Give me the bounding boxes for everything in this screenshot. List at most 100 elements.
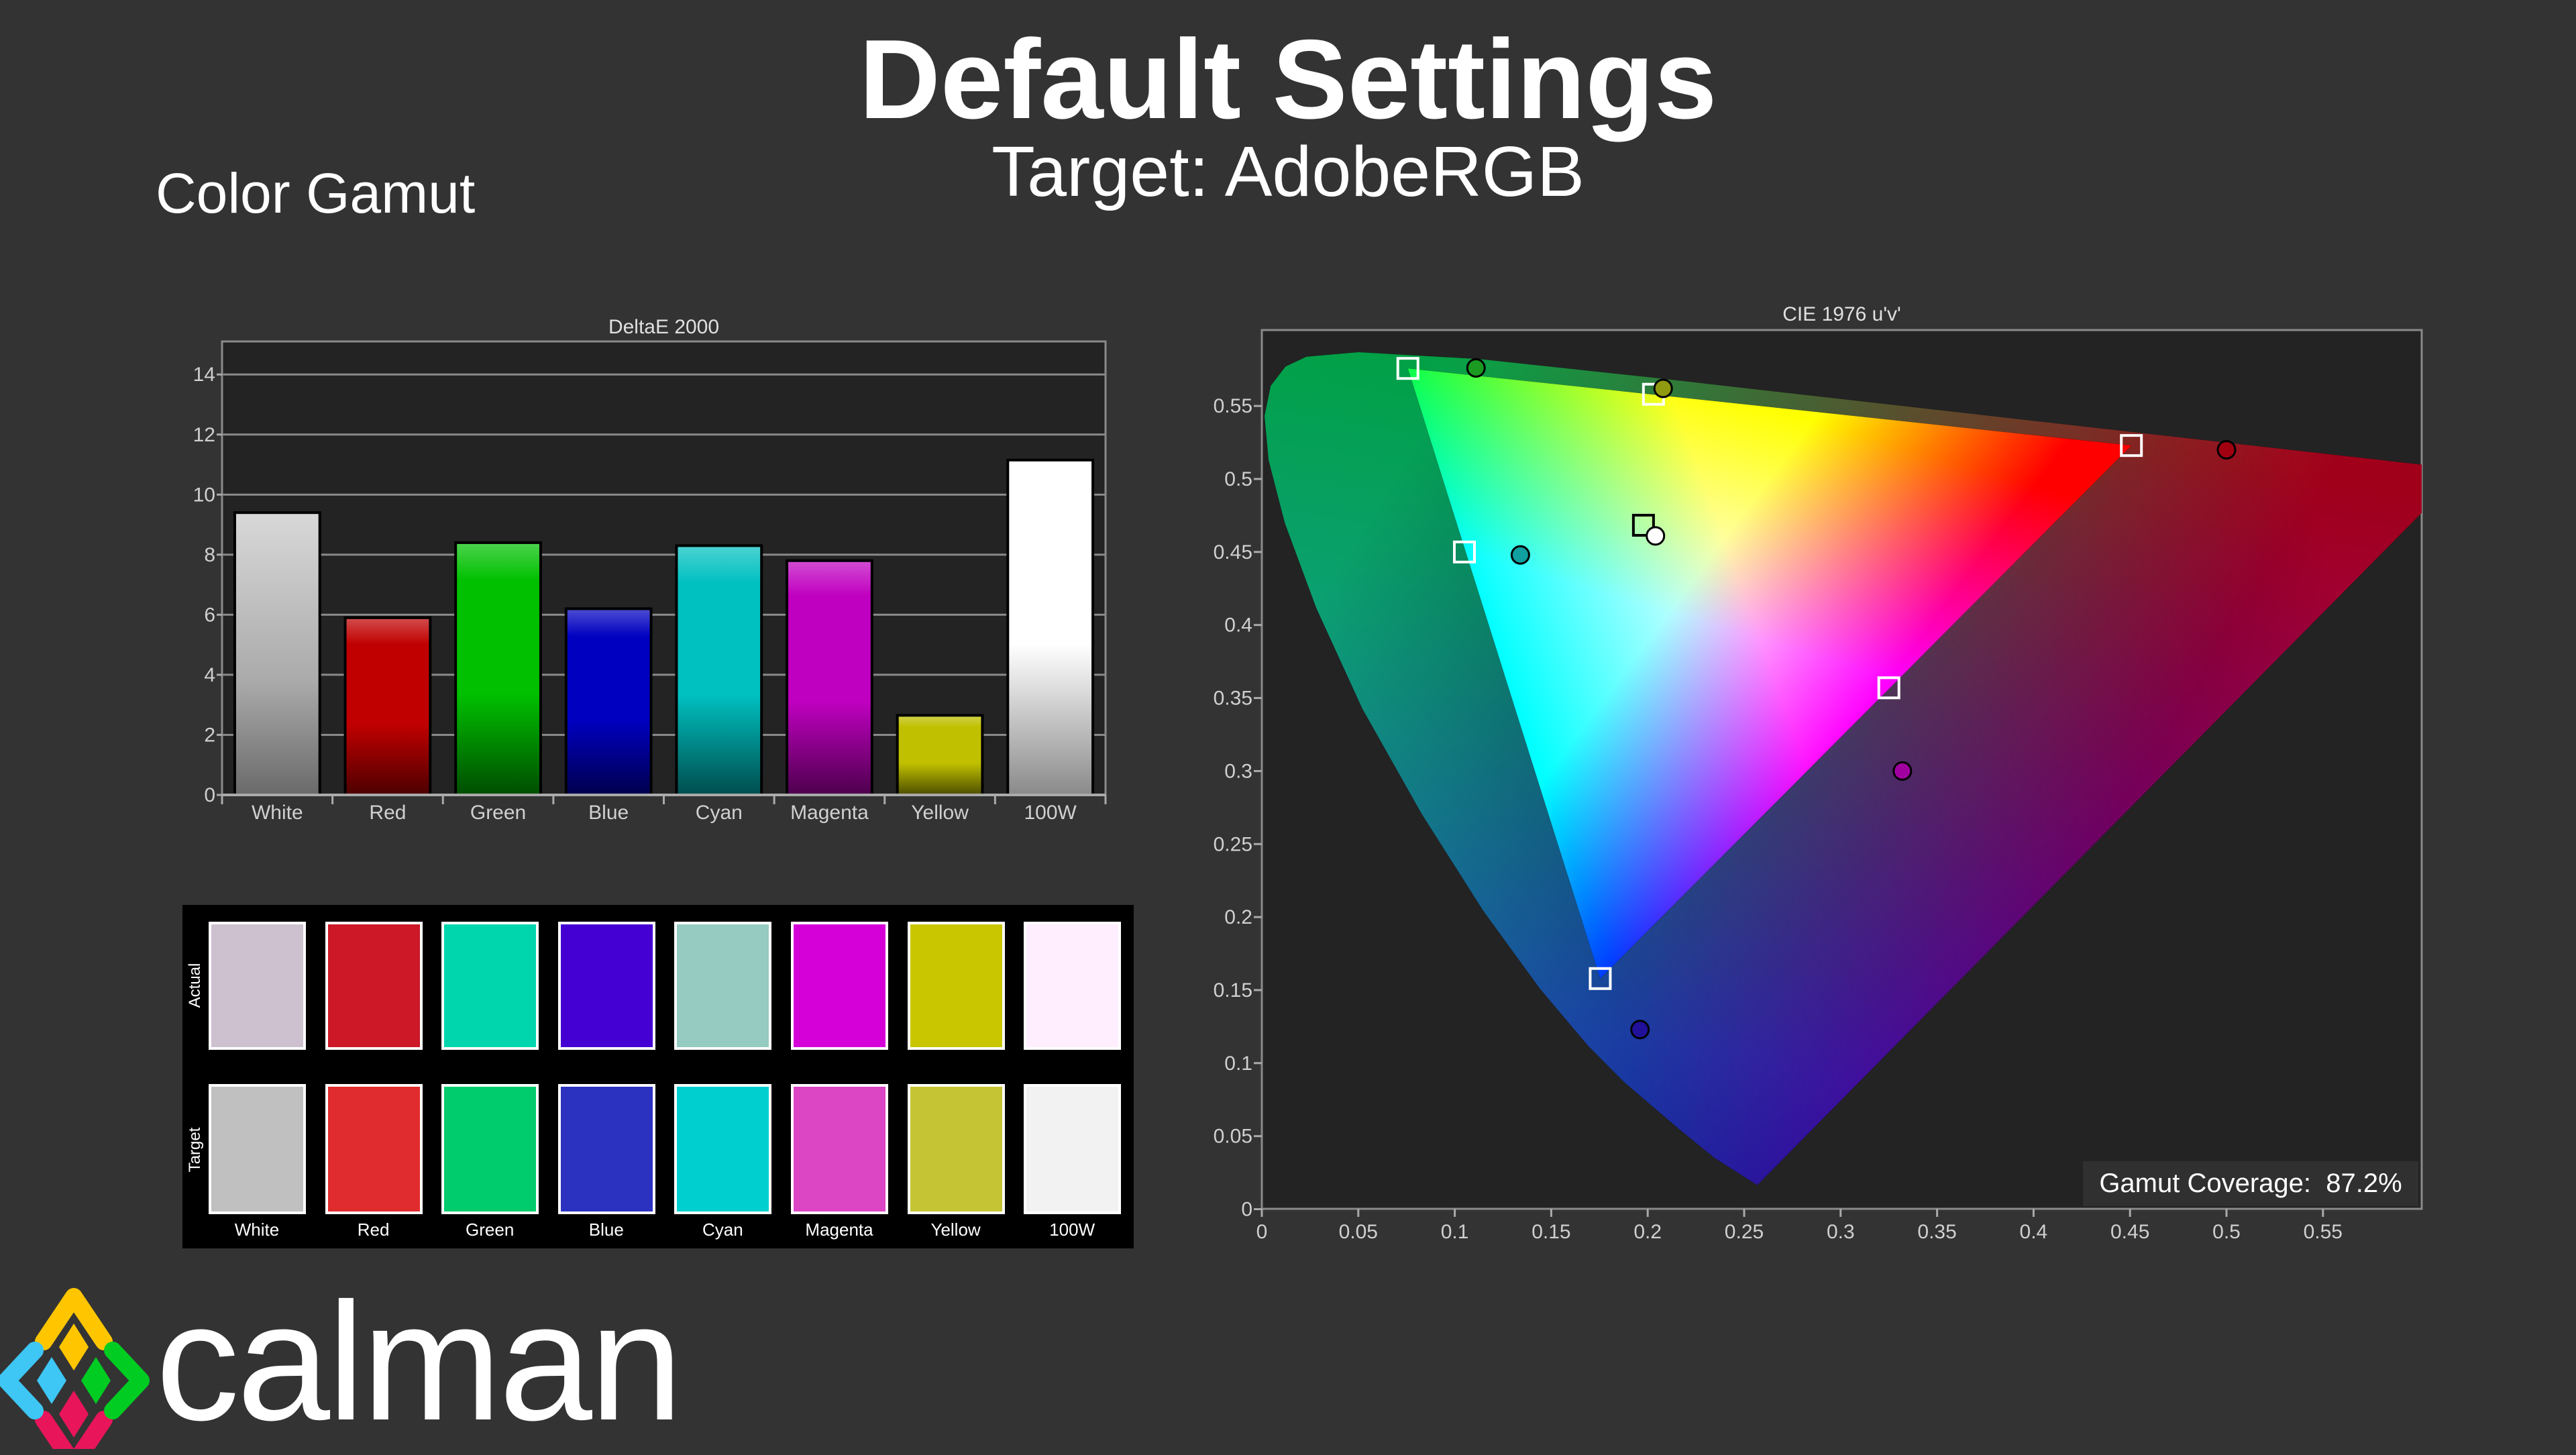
actual-marker-green	[1466, 358, 1486, 378]
target-marker-red	[2120, 434, 2143, 457]
logo-chevron-green	[104, 1342, 150, 1419]
bar-white	[233, 511, 321, 797]
swatch-label: Magenta	[805, 1220, 873, 1240]
x-tick-label: 0.25	[1725, 1221, 1764, 1243]
y-tick-label: 0.15	[1214, 979, 1252, 1002]
logo-chevron-yellow	[35, 1288, 113, 1350]
x-category-label: Yellow	[911, 802, 969, 824]
swatch-actual-red	[325, 922, 423, 1050]
bar-100w	[1006, 458, 1095, 796]
y-tick-label: 14	[193, 364, 215, 386]
y-tick-label: 0	[1241, 1199, 1252, 1221]
x-tick-label: 0.1	[1441, 1221, 1469, 1243]
swatch-label: Yellow	[930, 1220, 981, 1240]
y-tick-label: 4	[204, 664, 215, 686]
swatch-target-cyan	[674, 1084, 772, 1214]
swatch-actual-green	[441, 922, 539, 1050]
y-tick-label: 0.2	[1224, 906, 1252, 928]
actual-marker-yellow	[1653, 378, 1673, 398]
gamut-coverage-readout: Gamut Coverage: 87.2%	[2083, 1161, 2418, 1206]
y-tick-label: 6	[204, 604, 215, 626]
y-tick-label: 0.4	[1224, 614, 1252, 637]
swatch-actual-white	[209, 922, 306, 1050]
logo-chevron-blue	[0, 1342, 44, 1419]
swatch-label: White	[234, 1220, 280, 1240]
cie-diagram	[1265, 352, 2422, 1185]
logo-chevron-red	[35, 1411, 113, 1449]
x-tick-label: 0.4	[2020, 1221, 2048, 1243]
swatch-target-red	[325, 1084, 423, 1214]
swatch-label: Cyan	[702, 1220, 743, 1240]
target-marker-blue	[1589, 967, 1612, 990]
x-tick-label: 0.15	[1532, 1221, 1570, 1243]
gamut-coverage-value: 87.2%	[2326, 1169, 2402, 1198]
x-tick-label: 0.5	[2212, 1221, 2241, 1243]
y-tick-label: 8	[204, 544, 215, 566]
bar-red	[343, 616, 432, 796]
x-category-label: Blue	[588, 802, 629, 824]
actual-marker-white	[1646, 526, 1666, 546]
gamut-triangle	[1407, 368, 2132, 979]
page-title: Default Settings	[859, 16, 1717, 142]
x-tick-label: 0.35	[1917, 1221, 1956, 1243]
actual-marker-blue	[1630, 1020, 1650, 1040]
y-tick-label: 0.55	[1214, 395, 1252, 417]
logo-diamond-blue	[37, 1357, 66, 1404]
y-tick-label: 0.5	[1224, 468, 1252, 490]
bar-yellow	[896, 714, 984, 797]
x-category-label: Red	[369, 802, 406, 824]
y-tick-label: 0.3	[1224, 760, 1252, 782]
x-tick-label: 0	[1256, 1221, 1268, 1243]
y-tick-label: 0.05	[1214, 1126, 1252, 1148]
x-category-label: Magenta	[790, 802, 869, 824]
bar-chart-title: DeltaE 2000	[608, 316, 719, 338]
bar-blue	[564, 607, 653, 796]
target-marker-white	[1631, 514, 1655, 537]
x-category-label: Cyan	[696, 802, 743, 824]
x-category-label: White	[252, 802, 303, 824]
y-tick-label: 10	[193, 484, 215, 506]
swatch-actual-cyan	[674, 922, 772, 1050]
x-category-label: 100W	[1024, 802, 1077, 824]
y-tick-label: 12	[193, 424, 215, 446]
swatch-target-green	[441, 1084, 539, 1214]
calman-logo-icon	[0, 1288, 150, 1449]
y-tick-label: 0.25	[1214, 833, 1252, 855]
swatch-target-100w	[1024, 1084, 1122, 1214]
swatch-actual-magenta	[791, 922, 888, 1050]
x-tick-label: 0.05	[1339, 1221, 1378, 1243]
page-subtitle: Target: AdobeRGB	[991, 132, 1585, 211]
y-tick-label: 0.35	[1214, 688, 1252, 710]
swatch-target-white	[209, 1084, 306, 1214]
y-tick-label: 0.1	[1224, 1053, 1252, 1075]
bar-magenta	[786, 559, 873, 796]
x-tick-label: 0.45	[2110, 1221, 2149, 1243]
swatch-actual-blue	[557, 922, 655, 1050]
logo-diamond-yellow	[59, 1324, 89, 1370]
swatch-label: 100W	[1049, 1220, 1095, 1240]
x-tick-label: 0.55	[2304, 1221, 2343, 1243]
gamut-coverage-label: Gamut Coverage:	[2099, 1169, 2312, 1198]
target-marker-green	[1396, 357, 1419, 380]
bar-cyan	[675, 544, 763, 796]
section-title: Color Gamut	[156, 162, 476, 225]
target-marker-magenta	[1877, 676, 1900, 700]
x-category-label: Green	[470, 802, 526, 824]
swatch-actual-yellow	[907, 922, 1005, 1050]
tri-color-layer	[1407, 368, 2132, 979]
logo-diamond-red	[59, 1391, 89, 1438]
swatch-actual-100w	[1024, 922, 1122, 1050]
swatch-target-blue	[557, 1084, 655, 1214]
x-tick-label: 0.2	[1633, 1221, 1662, 1243]
swatch-label: Green	[466, 1220, 515, 1240]
bar-green	[454, 541, 542, 796]
swatch-label: Red	[357, 1220, 390, 1240]
actual-marker-magenta	[1892, 761, 1913, 781]
cie-chart: CIE 1976 u'v' 0 0.05 0.1 0.15 0.2 0.25 0.3 0.35 0…	[1214, 303, 2423, 1243]
y-tick-label: 2	[204, 724, 215, 746]
y-tick-label: 0.45	[1214, 541, 1252, 563]
swatch-target-magenta	[791, 1084, 888, 1214]
actual-marker-cyan	[1510, 545, 1530, 565]
swatch-label: Blue	[588, 1220, 624, 1240]
